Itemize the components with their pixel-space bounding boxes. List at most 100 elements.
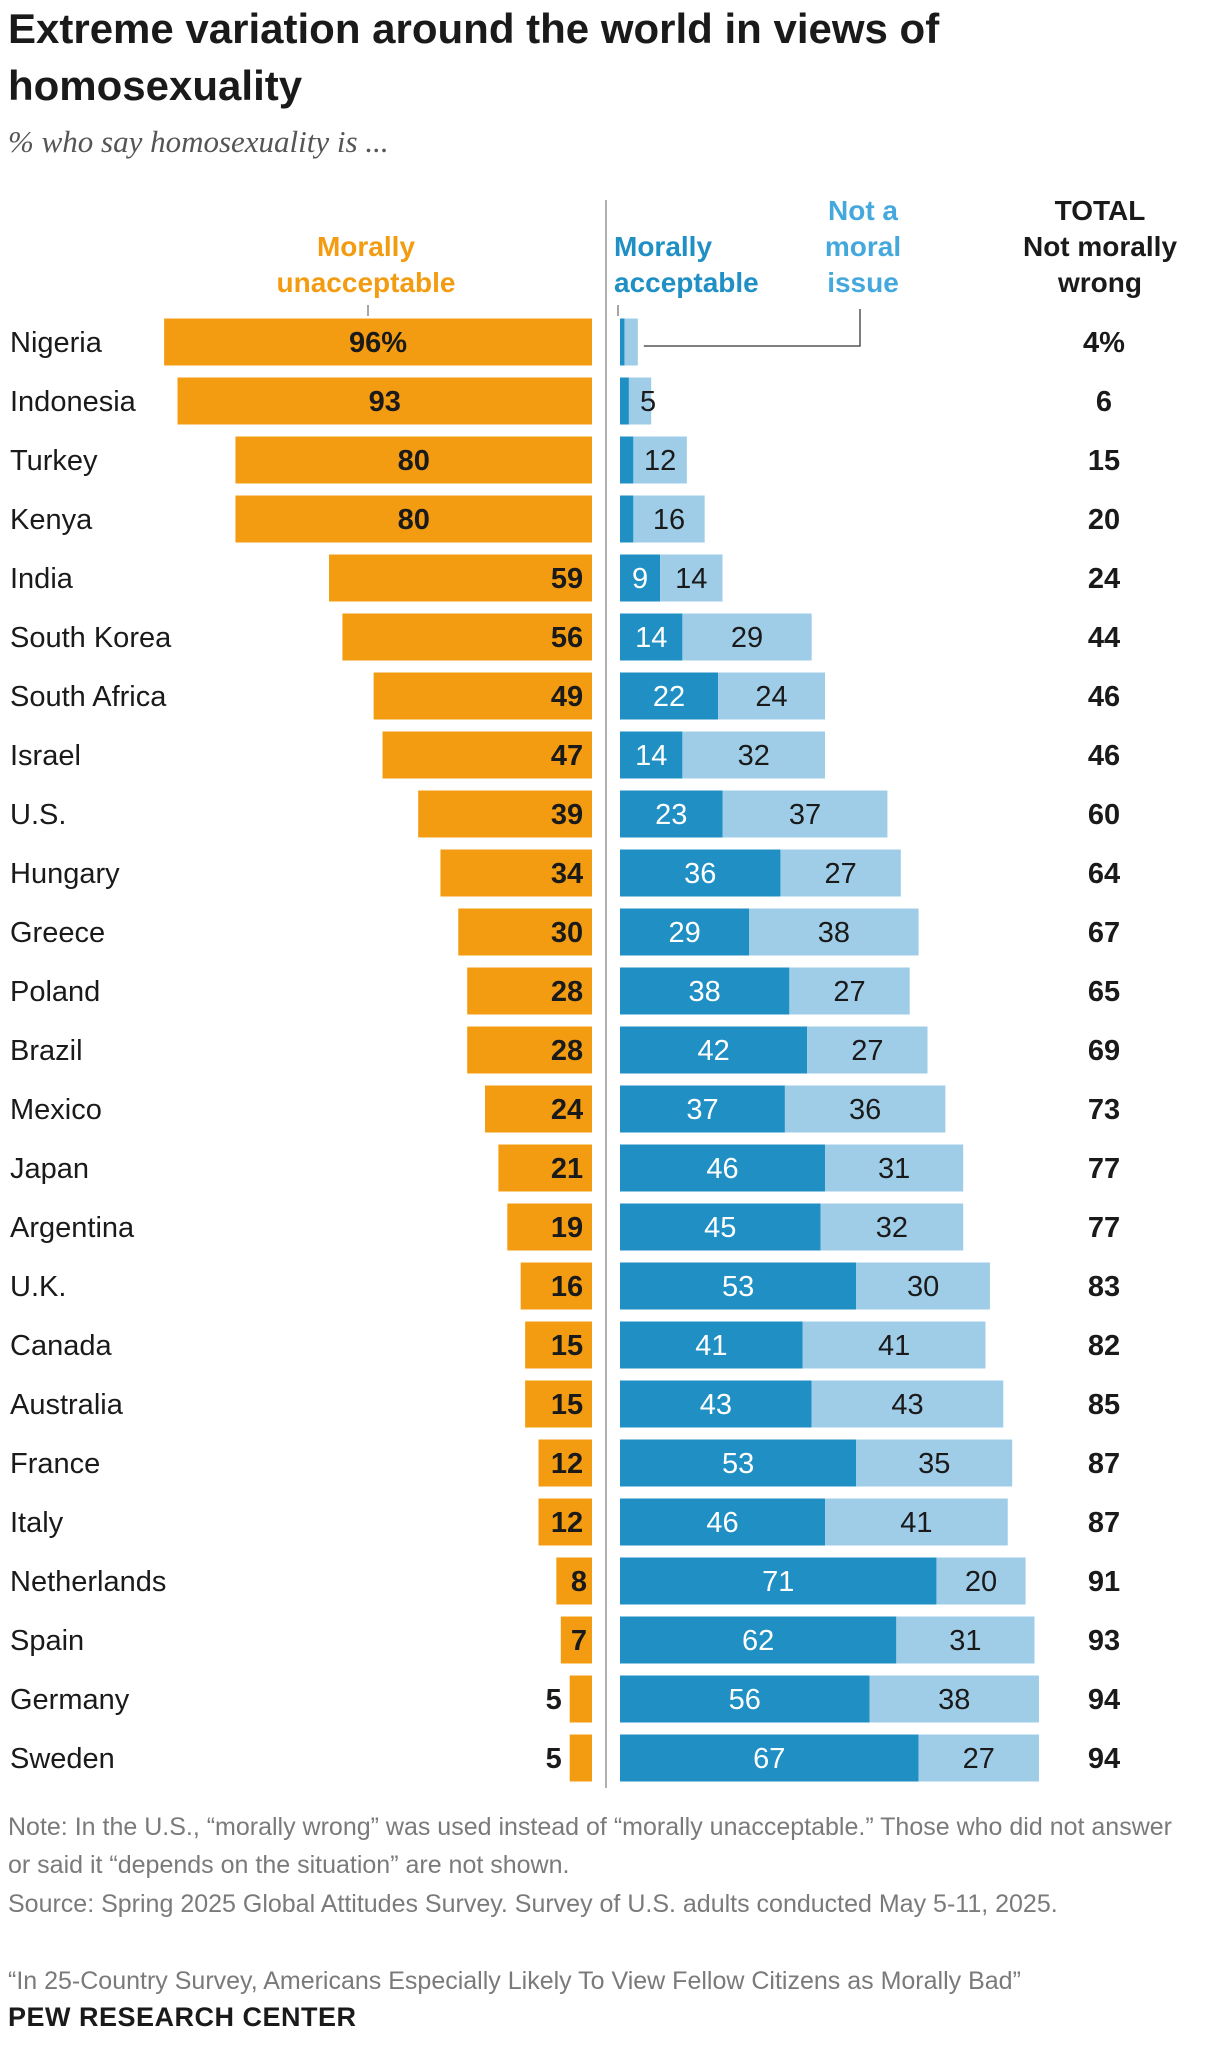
bar-unacceptable xyxy=(164,318,593,366)
data-label-acceptable: 46 xyxy=(706,1507,738,1539)
bar-unacceptable xyxy=(507,1203,592,1251)
bar-unacceptable xyxy=(485,1085,592,1133)
country-label: France xyxy=(10,1448,100,1480)
bar-acceptable xyxy=(620,1321,803,1369)
data-label-acceptable: 42 xyxy=(697,1035,729,1067)
bar-not-moral-issue xyxy=(718,672,826,720)
data-label-acceptable: 53 xyxy=(722,1448,754,1480)
data-label-unacceptable: 16 xyxy=(551,1271,583,1303)
data-label-unacceptable: 28 xyxy=(551,1035,583,1067)
data-label-acceptable: 14 xyxy=(635,622,667,654)
bar-not-moral-issue xyxy=(749,908,919,956)
data-label-acceptable: 29 xyxy=(668,917,700,949)
data-label-not-moral-issue: 5 xyxy=(640,386,656,418)
total-not-morally-wrong: 94 xyxy=(1088,1743,1120,1775)
bar-acceptable xyxy=(620,849,781,897)
country-label: Sweden xyxy=(10,1743,115,1775)
data-label-unacceptable: 8 xyxy=(571,1566,587,1598)
country-label: U.K. xyxy=(10,1271,66,1303)
data-label-acceptable: 22 xyxy=(653,681,685,713)
bar-acceptable xyxy=(620,1085,785,1133)
data-label-unacceptable: 19 xyxy=(551,1212,583,1244)
data-label-not-moral-issue: 27 xyxy=(851,1035,883,1067)
bar-acceptable xyxy=(620,554,661,602)
country-label: Greece xyxy=(10,917,105,949)
bar-unacceptable xyxy=(467,967,592,1015)
bar-not-moral-issue xyxy=(811,1380,1004,1428)
total-not-morally-wrong: 87 xyxy=(1088,1448,1120,1480)
data-label-unacceptable: 15 xyxy=(551,1330,583,1362)
data-label-not-moral-issue: 14 xyxy=(675,563,707,595)
bar-not-moral-issue xyxy=(624,318,638,366)
country-label: Nigeria xyxy=(10,327,103,359)
data-label-acceptable: 41 xyxy=(695,1330,727,1362)
bar-not-moral-issue xyxy=(802,1321,986,1369)
country-label: Japan xyxy=(10,1153,89,1185)
bar-unacceptable xyxy=(556,1557,592,1605)
bar-unacceptable xyxy=(177,377,592,425)
header-not-moral-issue-line-2: issue xyxy=(827,267,899,298)
data-label-unacceptable: 80 xyxy=(398,445,430,477)
bar-acceptable xyxy=(620,908,750,956)
data-label-unacceptable: 96% xyxy=(349,327,407,359)
total-not-morally-wrong: 15 xyxy=(1088,445,1120,477)
data-label-unacceptable: 24 xyxy=(551,1094,583,1126)
data-label-not-moral-issue: 31 xyxy=(878,1153,910,1185)
data-label-unacceptable: 28 xyxy=(551,976,583,1008)
data-label-not-moral-issue: 27 xyxy=(824,858,856,890)
country-label: Brazil xyxy=(10,1035,83,1067)
bar-unacceptable xyxy=(418,790,592,838)
data-label-acceptable: 37 xyxy=(686,1094,718,1126)
bar-unacceptable xyxy=(569,1675,592,1723)
data-label-not-moral-issue: 20 xyxy=(965,1566,997,1598)
country-label: Poland xyxy=(10,976,100,1008)
header-not-moral-issue-line-0: Not a xyxy=(828,195,898,226)
country-label: U.S. xyxy=(10,799,66,831)
data-label-unacceptable: 56 xyxy=(551,622,583,654)
header-total-line-0: TOTAL xyxy=(1055,195,1146,226)
country-label: Australia xyxy=(10,1389,124,1421)
country-label: South Africa xyxy=(10,681,167,713)
total-not-morally-wrong: 46 xyxy=(1088,681,1120,713)
bar-unacceptable xyxy=(538,1439,592,1487)
bar-acceptable xyxy=(620,672,719,720)
header-total-line-2: wrong xyxy=(1057,267,1142,298)
bar-acceptable xyxy=(620,790,723,838)
data-label-unacceptable: 15 xyxy=(551,1389,583,1421)
total-not-morally-wrong: 83 xyxy=(1088,1271,1120,1303)
publisher-logo-text: PEW RESEARCH CENTER xyxy=(8,2002,357,2032)
country-label: South Korea xyxy=(10,622,172,654)
bar-acceptable xyxy=(620,1498,826,1546)
data-label-not-moral-issue: 35 xyxy=(918,1448,950,1480)
bar-unacceptable xyxy=(525,1321,592,1369)
country-label: Israel xyxy=(10,740,81,772)
total-not-morally-wrong: 6 xyxy=(1096,386,1112,418)
header-unacceptable-line-0: Morally xyxy=(317,231,415,262)
bar-not-moral-issue xyxy=(896,1616,1035,1664)
bar-unacceptable xyxy=(458,908,592,956)
total-not-morally-wrong: 85 xyxy=(1088,1389,1120,1421)
bar-unacceptable xyxy=(467,1026,592,1074)
bar-acceptable xyxy=(620,318,625,366)
bar-not-moral-issue xyxy=(660,554,723,602)
data-label-unacceptable: 12 xyxy=(551,1507,583,1539)
data-label-unacceptable: 21 xyxy=(551,1153,583,1185)
country-label: Netherlands xyxy=(10,1566,166,1598)
leader-line xyxy=(643,309,861,347)
total-not-morally-wrong: 73 xyxy=(1088,1094,1120,1126)
bar-acceptable xyxy=(620,495,634,543)
bar-acceptable xyxy=(620,967,790,1015)
data-label-unacceptable: 5 xyxy=(546,1743,562,1775)
bar-not-moral-issue xyxy=(682,613,812,661)
data-label-acceptable: 36 xyxy=(684,858,716,890)
header-not-moral-issue-line-1: moral xyxy=(825,231,901,262)
bar-acceptable xyxy=(620,1675,870,1723)
bar-unacceptable xyxy=(538,1498,592,1546)
total-not-morally-wrong: 65 xyxy=(1088,976,1120,1008)
data-label-acceptable: 38 xyxy=(689,976,721,1008)
data-label-not-moral-issue: 41 xyxy=(878,1330,910,1362)
total-not-morally-wrong: 77 xyxy=(1088,1212,1120,1244)
country-label: Indonesia xyxy=(10,386,137,418)
bar-acceptable xyxy=(620,613,683,661)
country-label: Kenya xyxy=(10,504,93,536)
